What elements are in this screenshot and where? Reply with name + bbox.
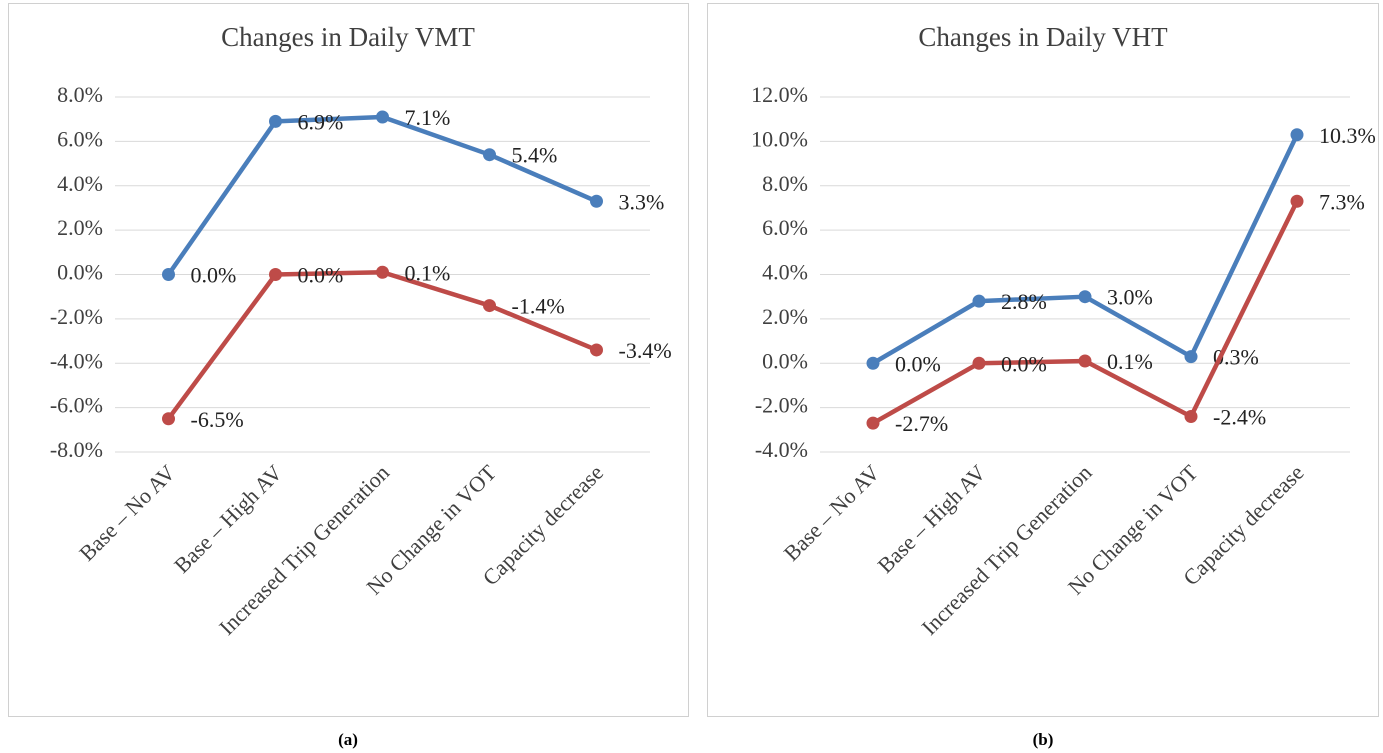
data-label: 0.1% xyxy=(405,260,451,285)
data-point xyxy=(590,194,603,208)
data-point xyxy=(1078,354,1092,368)
data-point xyxy=(590,343,603,357)
chart-frame xyxy=(8,3,689,717)
y-tick-label: 6.0% xyxy=(762,215,808,240)
y-tick-label: -6.0% xyxy=(50,393,103,418)
data-point xyxy=(376,265,389,279)
data-point xyxy=(269,268,282,281)
chart-title: Changes in Daily VHT xyxy=(918,22,1168,52)
data-point xyxy=(866,416,880,430)
chart-title: Changes in Daily VMT xyxy=(221,22,475,52)
data-label: 2.8% xyxy=(1001,289,1047,314)
data-label: 0.0% xyxy=(895,351,941,376)
y-tick-label: 4.0% xyxy=(57,171,103,196)
data-point xyxy=(972,356,986,370)
y-tick-label: -2.0% xyxy=(50,304,103,329)
caption: (b) xyxy=(1033,730,1054,749)
y-tick-label: -4.0% xyxy=(50,348,103,373)
data-label: 7.3% xyxy=(1319,189,1365,214)
data-label: 6.9% xyxy=(298,109,344,134)
data-label: -2.7% xyxy=(895,411,948,436)
y-tick-label: 4.0% xyxy=(762,260,808,285)
data-point xyxy=(162,268,175,281)
data-label: 0.0% xyxy=(191,263,237,288)
y-tick-label: -2.0% xyxy=(755,393,808,418)
y-tick-label: 8.0% xyxy=(57,82,103,107)
data-label: 5.4% xyxy=(512,143,558,168)
y-tick-label: -8.0% xyxy=(50,437,103,462)
y-tick-label: 10.0% xyxy=(751,126,808,151)
data-point xyxy=(866,356,880,370)
data-label: 0.1% xyxy=(1107,349,1153,374)
data-point xyxy=(162,412,175,426)
data-label: 3.3% xyxy=(619,189,665,214)
data-label: 7.1% xyxy=(405,105,451,130)
y-tick-label: -4.0% xyxy=(755,437,808,462)
data-label: -2.4% xyxy=(1213,405,1266,430)
data-label: 3.0% xyxy=(1107,285,1153,310)
data-point xyxy=(1290,128,1304,142)
data-point xyxy=(483,148,496,162)
y-tick-label: 12.0% xyxy=(751,82,808,107)
data-point xyxy=(483,299,496,313)
y-tick-label: 0.0% xyxy=(762,348,808,373)
data-point xyxy=(1078,290,1092,304)
y-tick-label: 0.0% xyxy=(57,260,103,285)
y-tick-label: 2.0% xyxy=(762,304,808,329)
y-tick-label: 6.0% xyxy=(57,126,103,151)
data-point xyxy=(1290,194,1304,208)
caption: (a) xyxy=(338,730,358,749)
data-label: -3.4% xyxy=(619,338,672,363)
data-point xyxy=(269,114,282,128)
y-tick-label: 2.0% xyxy=(57,215,103,240)
data-label: 0.0% xyxy=(298,263,344,288)
data-point xyxy=(1184,410,1198,423)
data-point xyxy=(972,294,986,308)
data-label: -1.4% xyxy=(512,294,565,319)
data-label: -6.5% xyxy=(191,407,244,432)
data-label: 0.0% xyxy=(1001,351,1047,376)
data-label: 10.3% xyxy=(1319,123,1376,148)
data-point xyxy=(1184,350,1198,364)
data-point xyxy=(376,110,389,124)
y-tick-label: 8.0% xyxy=(762,171,808,196)
